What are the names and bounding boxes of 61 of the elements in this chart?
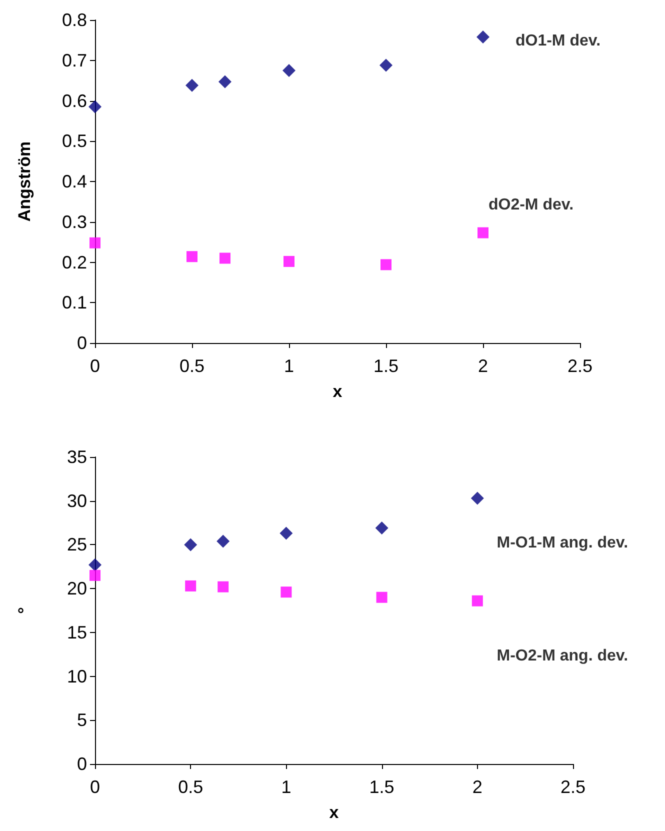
point xyxy=(184,538,198,552)
series-label: dO2-M dev. xyxy=(488,196,574,214)
point xyxy=(218,581,229,592)
y-tick-label: 0 xyxy=(76,333,87,353)
point xyxy=(216,534,230,548)
x-axis-title: x xyxy=(332,382,343,401)
point xyxy=(186,78,198,92)
point xyxy=(219,252,230,264)
point xyxy=(380,58,392,72)
y-tick-label: 15 xyxy=(66,622,87,642)
point xyxy=(88,558,102,572)
y-tick-label: 0.8 xyxy=(62,10,87,30)
y-tick-label: 0.4 xyxy=(62,172,87,192)
point xyxy=(284,256,294,267)
x-tick-label: 1.5 xyxy=(369,777,394,797)
x-tick-label: 1 xyxy=(281,777,292,797)
x-tick-label: 0.5 xyxy=(179,356,205,376)
series-label: dO1-M dev. xyxy=(515,32,601,50)
point xyxy=(186,251,198,262)
point xyxy=(470,492,484,505)
y-tick-label: 10 xyxy=(66,666,87,686)
x-tick-label: 0 xyxy=(90,777,100,797)
x-tick-label: 2.5 xyxy=(560,777,586,797)
y-tick-label: 0.2 xyxy=(62,252,87,272)
y-tick-label: 0 xyxy=(76,754,87,774)
text: M-O1-M ang. dev. xyxy=(496,534,628,552)
y-tick-label: 5 xyxy=(76,710,87,730)
y-tick-label: 0.6 xyxy=(62,90,87,111)
x-tick-label: 0.5 xyxy=(178,777,204,797)
text: M-O2-M ang. dev. xyxy=(496,647,628,664)
y-tick-label: 0.3 xyxy=(62,212,87,232)
x-axis-title: x xyxy=(329,803,340,822)
point xyxy=(472,595,483,606)
y-axis-title: Angström xyxy=(15,141,34,222)
x-tick-label: 2.5 xyxy=(567,356,593,376)
point xyxy=(88,100,102,114)
x-tick-label: 2 xyxy=(478,356,488,376)
point xyxy=(478,227,488,238)
y-tick-label: 0.7 xyxy=(62,50,87,70)
point xyxy=(280,526,293,540)
point xyxy=(376,592,388,603)
x-tick-label: 1 xyxy=(284,356,294,376)
point xyxy=(90,570,100,581)
point xyxy=(380,259,392,270)
point xyxy=(90,237,100,248)
y-tick-label: 30 xyxy=(66,490,87,511)
point xyxy=(218,75,232,88)
point xyxy=(185,580,196,592)
y-axis-title: ° xyxy=(15,606,34,614)
point xyxy=(282,64,296,77)
point xyxy=(375,522,388,535)
point xyxy=(280,586,292,598)
x-tick-label: 2 xyxy=(472,777,482,797)
y-tick-label: 0.1 xyxy=(62,292,87,313)
y-tick-label: 35 xyxy=(66,447,87,467)
y-tick-label: 20 xyxy=(66,578,87,599)
y-tick-label: 0.5 xyxy=(62,131,87,152)
x-tick-label: 1.5 xyxy=(373,356,399,376)
x-tick-label: 0 xyxy=(90,356,100,376)
y-tick-label: 25 xyxy=(66,534,87,555)
point xyxy=(476,30,490,44)
